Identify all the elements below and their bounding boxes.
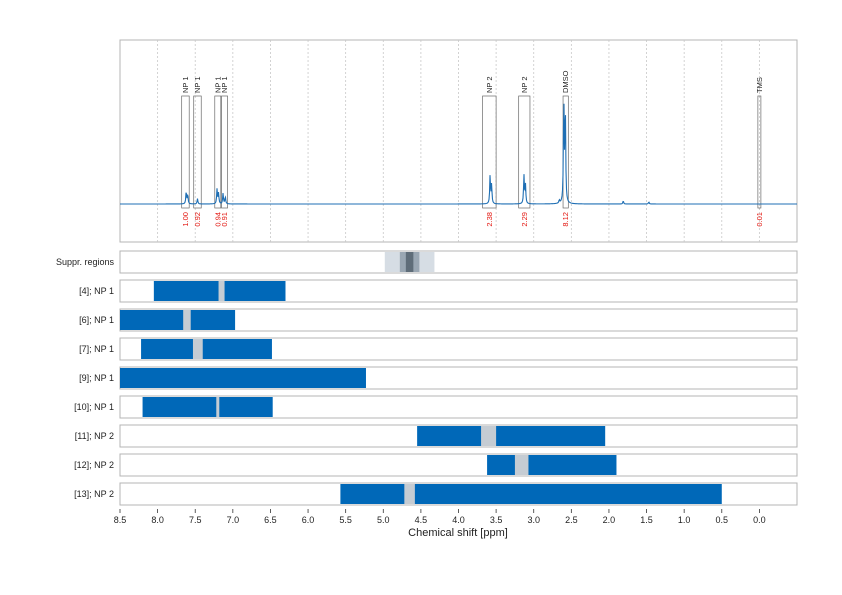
suppression-frame — [119, 250, 798, 274]
row-gap — [218, 281, 225, 301]
x-tick-label: 7.0 — [227, 515, 240, 525]
row-label: [7]; NP 1 — [79, 344, 114, 354]
x-axis: Chemical shift [ppm] 8.5 8.0 7.5 7.0 6.5 6.0 5… — [114, 509, 766, 539]
peak-box — [221, 95, 228, 209]
peak-box — [757, 95, 762, 209]
row-bar — [340, 484, 722, 504]
row-label: [4]; NP 1 — [79, 286, 114, 296]
row-frame — [119, 279, 798, 303]
row-gap — [404, 484, 415, 504]
row-bar — [142, 397, 273, 417]
peak-label: NP 1 — [181, 76, 190, 93]
x-axis-title: Chemical shift [ppm] — [408, 527, 508, 539]
row-bar — [120, 368, 366, 388]
x-tick-label: 6.5 — [264, 515, 277, 525]
peak-label: NP 1 — [220, 76, 229, 93]
x-tick-label: 2.0 — [603, 515, 616, 525]
peak-label: NP 1 — [213, 76, 222, 93]
integral-label: 0.01 — [755, 212, 764, 227]
integral-label: 0.91 — [220, 212, 229, 227]
integral-label: 1.00 — [181, 212, 190, 227]
x-tick-label: 4.0 — [452, 515, 465, 525]
spectrum-panel: NP 1 1.00 NP 1 0.92 NP 1 0.94 NP 1 0.91 NP 2 2.38… — [119, 39, 798, 243]
x-tick-label: 3.0 — [527, 515, 540, 525]
x-tick-label: 2.5 — [565, 515, 578, 525]
x-tick-label: 8.5 — [114, 515, 127, 525]
row-label: [6]; NP 1 — [79, 315, 114, 325]
integral-label: 0.92 — [193, 212, 202, 227]
row-gap — [192, 339, 203, 359]
suppression-inner — [405, 252, 414, 272]
integral-label: 0.94 — [213, 212, 222, 227]
row-gap — [514, 455, 529, 475]
row-gap — [183, 310, 191, 330]
row-bar — [141, 339, 272, 359]
row-label: [13]; NP 2 — [74, 489, 114, 499]
peak-box — [518, 95, 531, 209]
x-tick-label: 5.0 — [377, 515, 390, 525]
row-label: [12]; NP 2 — [74, 460, 114, 470]
x-tick-label: 0.5 — [716, 515, 729, 525]
peak-box — [482, 95, 497, 209]
peak-label: TMS — [755, 77, 764, 93]
x-tick-label: 3.5 — [490, 515, 503, 525]
peak-label: NP 2 — [520, 76, 529, 93]
peak-label: NP 1 — [193, 76, 202, 93]
x-tick-label: 1.0 — [678, 515, 691, 525]
row-label: [10]; NP 1 — [74, 402, 114, 412]
suppression-panel: Suppr. regions — [56, 250, 798, 274]
x-tick-label: 0.0 — [753, 515, 766, 525]
x-tick-label: 7.5 — [189, 515, 202, 525]
integral-label: 2.38 — [485, 212, 494, 227]
row-gap — [216, 397, 220, 417]
peak-label: NP 2 — [485, 76, 494, 93]
integral-label: 8.12 — [561, 212, 570, 227]
row-frame — [119, 453, 798, 477]
row-bar — [120, 310, 236, 330]
suppression-label: Suppr. regions — [56, 257, 115, 267]
row-gap — [481, 426, 497, 446]
row-bar — [487, 455, 617, 475]
peak-box — [193, 95, 202, 209]
row-label: [9]; NP 1 — [79, 373, 114, 383]
peak-box — [214, 95, 222, 209]
x-tick-label: 5.5 — [339, 515, 352, 525]
x-tick-label: 1.5 — [640, 515, 653, 525]
spectrum-line — [120, 103, 797, 205]
rows-panel: [4]; NP 1 [6]; NP 1 [7]; NP 1 [9]; NP 1 [10]… — [74, 279, 798, 506]
x-tick-label: 4.5 — [415, 515, 428, 525]
x-tick-label: 8.0 — [151, 515, 164, 525]
peak-box — [181, 95, 190, 209]
x-tick-label: 6.0 — [302, 515, 315, 525]
row-bar — [417, 426, 606, 446]
row-frame — [119, 337, 798, 361]
peak-label: DMSO — [561, 70, 570, 93]
integral-label: 2.29 — [520, 212, 529, 227]
row-label: [11]; NP 2 — [75, 431, 114, 441]
row-frame — [119, 395, 798, 419]
